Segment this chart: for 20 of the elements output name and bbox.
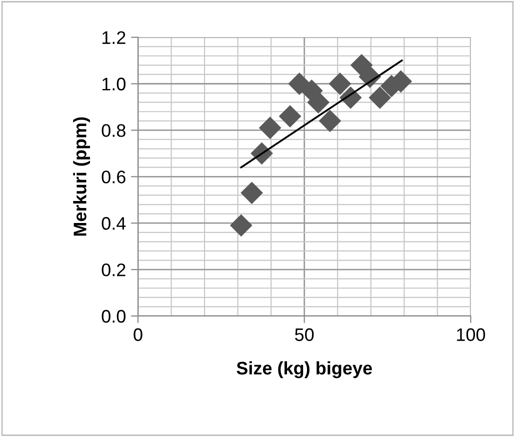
y-tick-label: 0.4: [102, 217, 126, 230]
x-axis-title: Size (kg) bigeye: [236, 361, 372, 378]
x-tick-label: 50: [295, 328, 314, 342]
point: [240, 182, 263, 204]
y-tick-label: 0.8: [102, 124, 126, 137]
y-tick-label: 1.2: [102, 31, 126, 44]
y-tick-label: 0.0: [102, 310, 126, 323]
x-tick-label: 100: [457, 328, 486, 342]
point: [278, 105, 302, 128]
point: [328, 72, 352, 95]
y-tick-label: 0.2: [102, 263, 126, 276]
point: [307, 91, 330, 114]
point: [258, 116, 282, 140]
point: [230, 214, 252, 237]
point: [368, 86, 392, 109]
y-tick-label: 0.6: [102, 170, 126, 184]
point: [318, 110, 342, 132]
y-axis-title: Merkuri (ppm): [73, 117, 90, 236]
y-tick-label: 1.0: [102, 78, 126, 90]
x-tick-label: 0: [134, 328, 142, 342]
